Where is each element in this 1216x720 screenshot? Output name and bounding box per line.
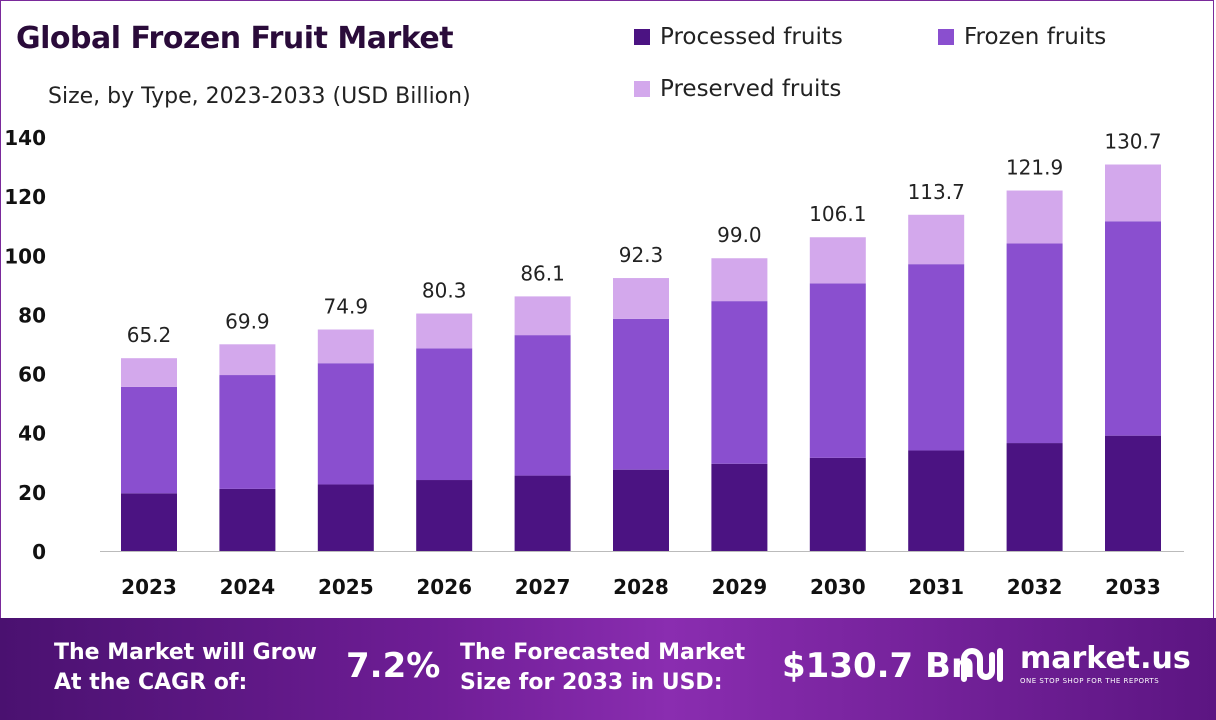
total-label-2028: 92.3 bbox=[619, 243, 664, 267]
stacked-bar-chart: 0 20 40 60 80 100 120 140 65.2 2023 69.9 2024 74.9 20… bbox=[4, 126, 1184, 599]
x-tick-label-2024: 2024 bbox=[220, 575, 276, 599]
chart-title: Global Frozen Fruit Market bbox=[16, 21, 454, 56]
y-tick-label-0: 0 bbox=[32, 540, 46, 564]
bar-segment-2031-preserved bbox=[908, 214, 965, 265]
bar-segment-2024-processed bbox=[219, 488, 276, 551]
legend-swatch-frozen bbox=[938, 29, 954, 45]
legend-label-preserved: Preserved fruits bbox=[660, 76, 842, 102]
bar-segment-2023-frozen bbox=[121, 386, 177, 494]
bar-segment-2032-frozen bbox=[1006, 243, 1063, 444]
x-tick-label-2033: 2033 bbox=[1105, 575, 1161, 599]
summary-banner: The Market will Grow At the CAGR of: 7.2… bbox=[0, 618, 1216, 720]
bar-segment-2025-preserved bbox=[317, 329, 374, 364]
brand-tagline: ONE STOP SHOP FOR THE REPORTS bbox=[1020, 677, 1160, 685]
forecast-value: $130.7 Bn bbox=[782, 646, 976, 686]
y-tick-label-60: 60 bbox=[18, 363, 46, 387]
bar-segment-2025-processed bbox=[317, 484, 374, 551]
total-label-2023: 65.2 bbox=[127, 323, 172, 347]
x-tick-label-2032: 2032 bbox=[1007, 575, 1063, 599]
bar-segment-2027-preserved bbox=[514, 296, 571, 336]
bar-segment-2024-preserved bbox=[219, 344, 276, 376]
market-us-logo-icon bbox=[961, 647, 1003, 682]
bar-segment-2029-preserved bbox=[711, 258, 768, 302]
y-tick-label-20: 20 bbox=[18, 481, 46, 505]
legend-swatch-processed bbox=[634, 29, 650, 45]
bar-segment-2026-frozen bbox=[416, 348, 473, 481]
total-label-2030: 106.1 bbox=[809, 202, 866, 226]
y-tick-label-120: 120 bbox=[4, 185, 46, 209]
y-tick-label-140: 140 bbox=[4, 126, 46, 150]
legend: Processed fruits Frozen fruits Preserved… bbox=[634, 24, 1194, 104]
x-tick-label-2025: 2025 bbox=[318, 575, 374, 599]
bar-segment-2026-processed bbox=[416, 480, 473, 551]
x-tick-label-2029: 2029 bbox=[712, 575, 768, 599]
cagr-text-line2: At the CAGR of: bbox=[54, 670, 248, 695]
legend-item-processed: Processed fruits bbox=[634, 24, 843, 50]
bar-segment-2027-frozen bbox=[514, 335, 571, 476]
bar-segment-2028-processed bbox=[613, 469, 669, 551]
bar-segment-2029-processed bbox=[711, 463, 768, 551]
brand-logo: market.us ONE STOP SHOP FOR THE REPORTS bbox=[960, 644, 1191, 685]
cagr-value: 7.2% bbox=[346, 646, 441, 686]
total-label-2032: 121.9 bbox=[1006, 156, 1063, 180]
x-tick-label-2028: 2028 bbox=[613, 575, 669, 599]
bar-segment-2030-frozen bbox=[809, 283, 866, 458]
bar-segment-2032-preserved bbox=[1006, 190, 1063, 244]
bar-segment-2033-frozen bbox=[1105, 221, 1161, 436]
total-label-2033: 130.7 bbox=[1104, 130, 1161, 154]
forecast-text-line2: Size for 2033 in USD: bbox=[460, 670, 723, 695]
forecast-text-line1: The Forecasted Market bbox=[460, 640, 746, 665]
brand-name: market.us bbox=[1020, 641, 1191, 676]
legend-label-processed: Processed fruits bbox=[660, 24, 843, 50]
x-tick-label-2030: 2030 bbox=[810, 575, 866, 599]
bar-segment-2028-frozen bbox=[613, 318, 669, 470]
legend-item-preserved: Preserved fruits bbox=[634, 76, 841, 102]
bar-segment-2030-preserved bbox=[809, 237, 866, 284]
bar-segment-2028-preserved bbox=[613, 278, 669, 319]
legend-item-frozen: Frozen fruits bbox=[938, 24, 1106, 50]
bar-segment-2031-frozen bbox=[908, 264, 965, 451]
total-label-2025: 74.9 bbox=[324, 295, 369, 319]
y-tick-label-40: 40 bbox=[18, 422, 46, 446]
y-tick-label-80: 80 bbox=[18, 303, 46, 327]
chart-subtitle: Size, by Type, 2023-2033 (USD Billion) bbox=[48, 84, 471, 109]
x-tick-label-2023: 2023 bbox=[121, 575, 177, 599]
bar-segment-2023-processed bbox=[121, 493, 177, 551]
bar-segment-2026-preserved bbox=[416, 313, 473, 349]
bar-segment-2029-frozen bbox=[711, 301, 768, 464]
bar-segment-2024-frozen bbox=[219, 375, 276, 489]
bar-segment-2025-frozen bbox=[317, 363, 374, 485]
total-label-2024: 69.9 bbox=[225, 309, 270, 333]
x-tick-label-2026: 2026 bbox=[416, 575, 472, 599]
bar-segment-2027-processed bbox=[514, 475, 571, 551]
x-tick-label-2031: 2031 bbox=[908, 575, 964, 599]
total-label-2031: 113.7 bbox=[908, 180, 965, 204]
bar-segment-2033-processed bbox=[1105, 435, 1161, 551]
x-tick-label-2027: 2027 bbox=[515, 575, 571, 599]
legend-label-frozen: Frozen fruits bbox=[964, 24, 1107, 50]
bar-segment-2030-processed bbox=[809, 457, 866, 551]
bar-segment-2023-preserved bbox=[121, 358, 177, 387]
y-tick-label-100: 100 bbox=[4, 244, 46, 268]
legend-swatch-preserved bbox=[634, 81, 650, 97]
cagr-text-line1: The Market will Grow bbox=[54, 640, 317, 665]
bar-segment-2033-preserved bbox=[1105, 164, 1161, 222]
total-label-2027: 86.1 bbox=[520, 261, 565, 285]
total-label-2029: 99.0 bbox=[717, 223, 762, 247]
bar-segment-2032-processed bbox=[1006, 443, 1063, 551]
bar-segment-2031-processed bbox=[908, 450, 965, 551]
total-label-2026: 80.3 bbox=[422, 279, 467, 303]
